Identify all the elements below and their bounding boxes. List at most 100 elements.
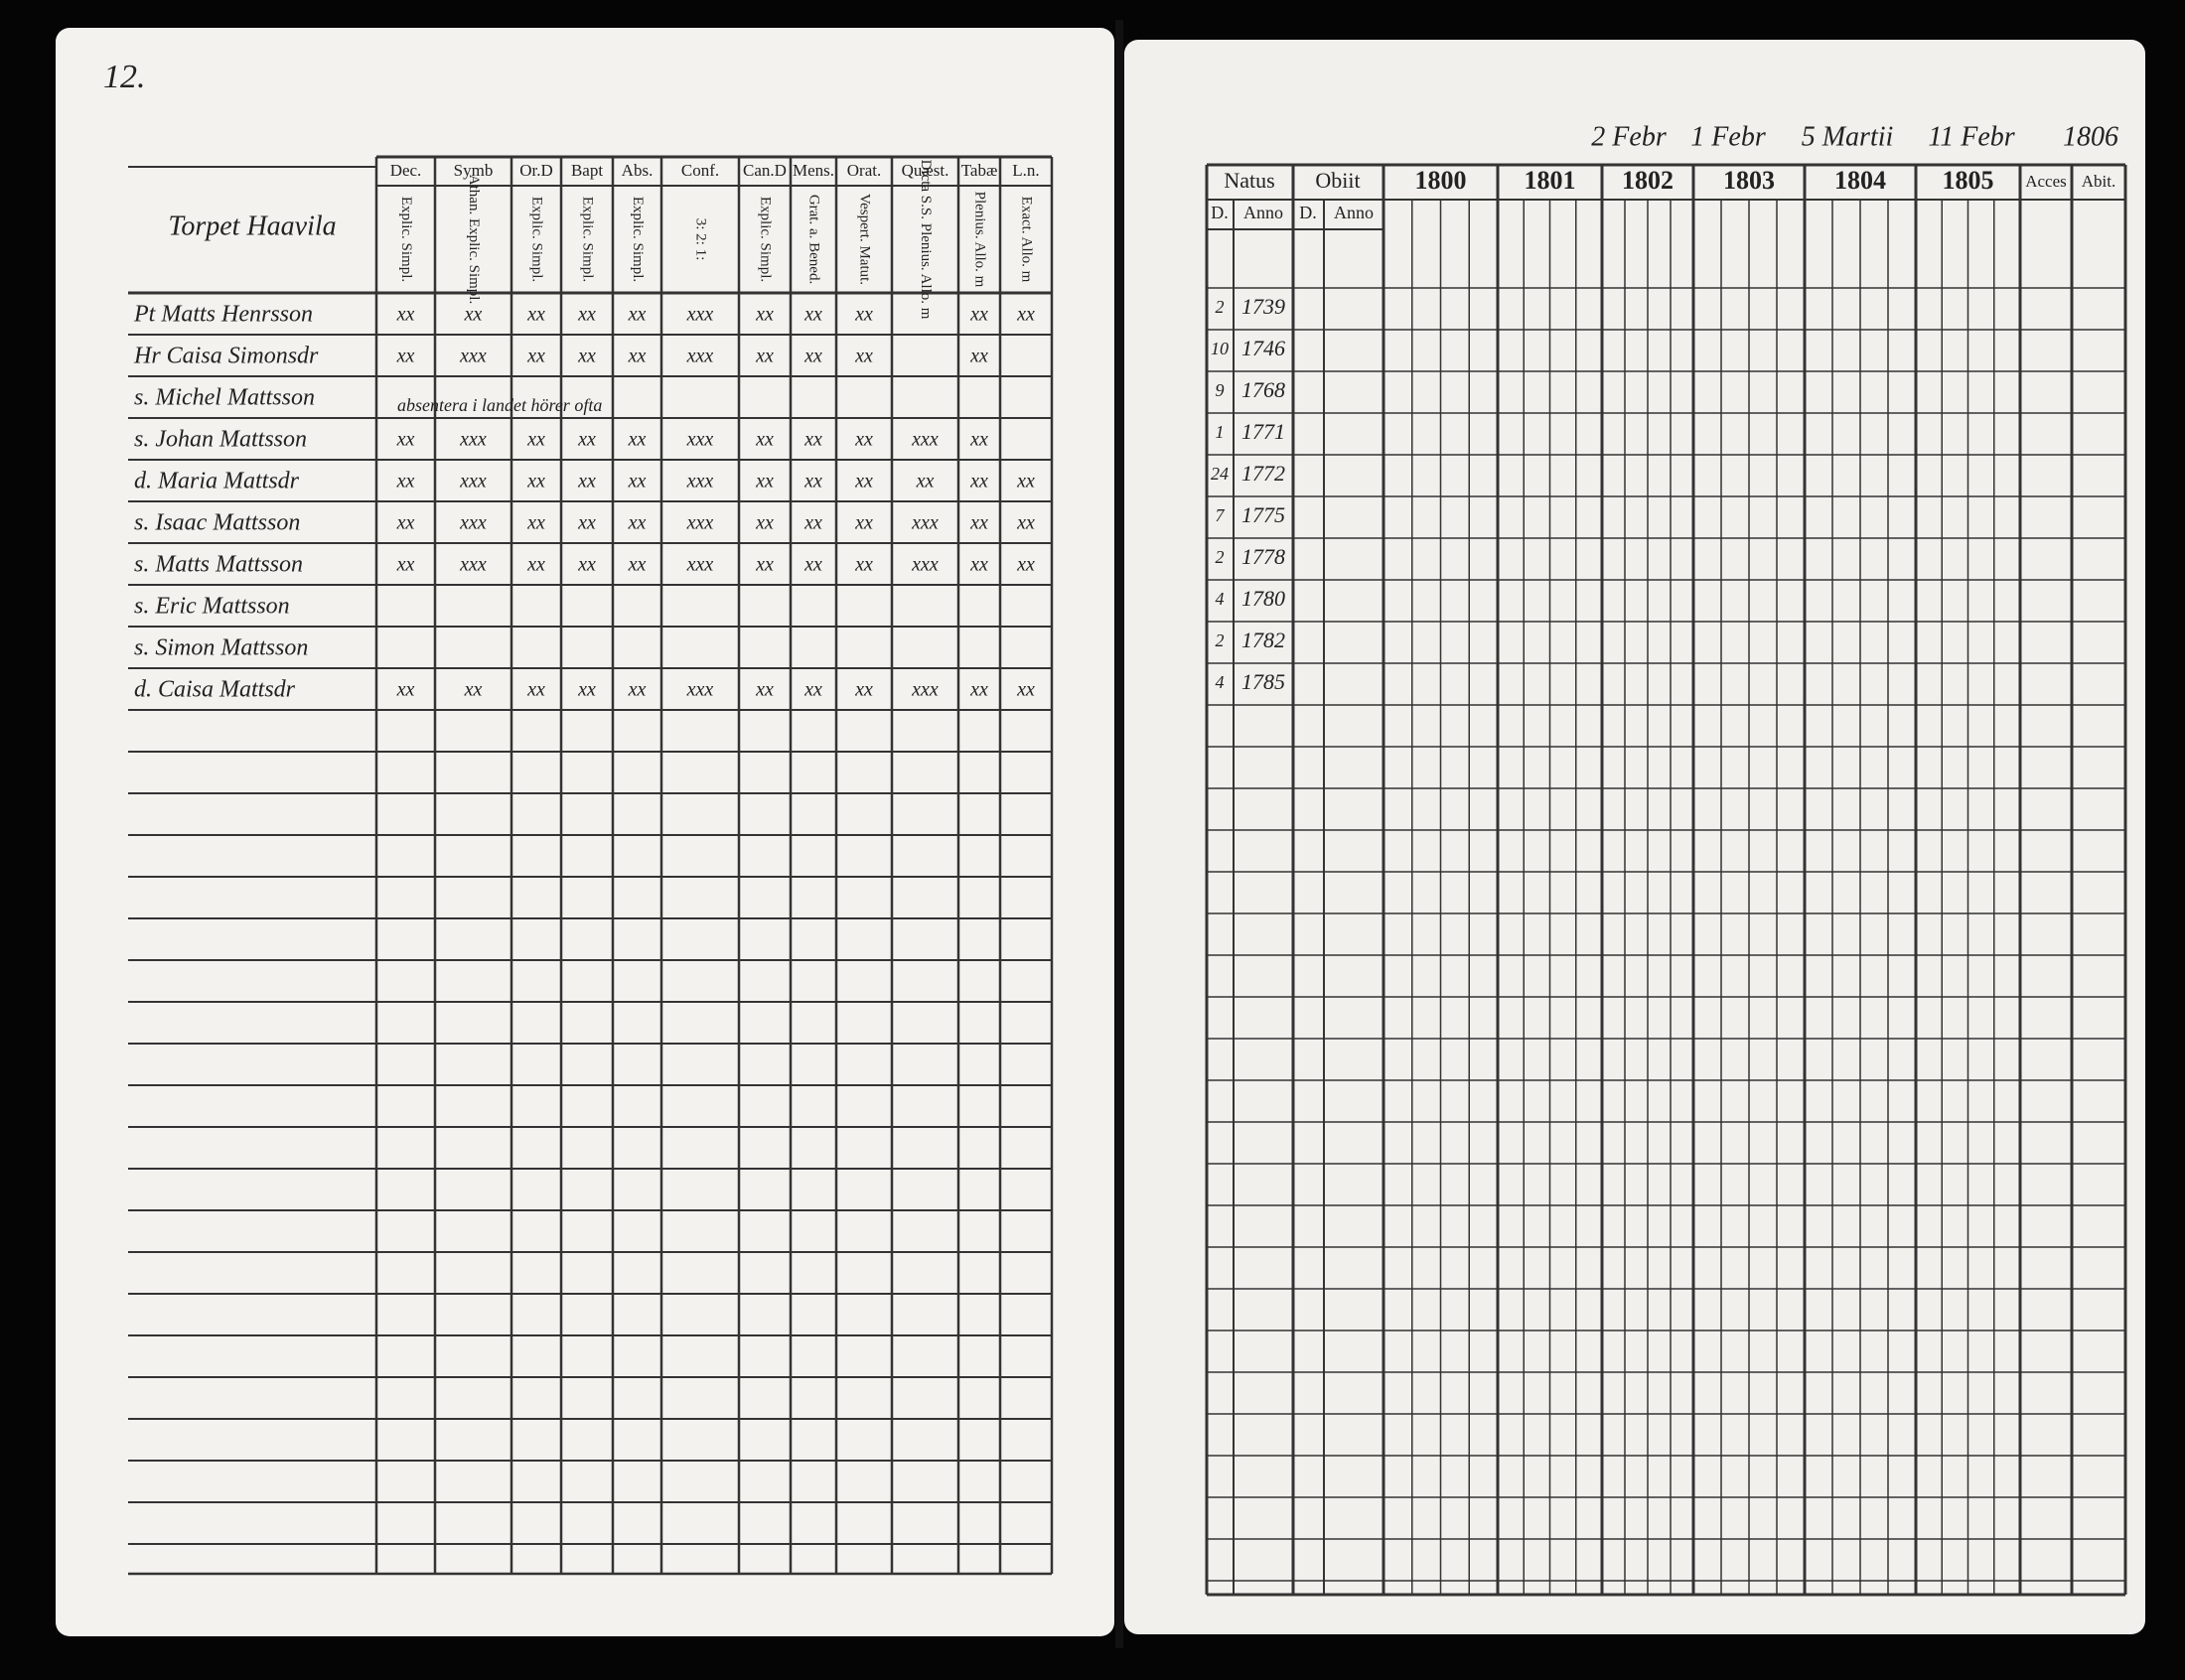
- cell-mark: xx: [755, 346, 774, 367]
- column-subheader: Explic. Simpl.: [580, 197, 596, 282]
- cell-mark: xxx: [911, 679, 939, 701]
- birth-year: 1785: [1241, 669, 1285, 694]
- year-header: 1805: [1943, 166, 1994, 195]
- column-header: Conf.: [681, 161, 719, 180]
- cell-mark: xx: [803, 304, 822, 326]
- column-subheader: Explic. Simpl.: [630, 197, 646, 282]
- cell-mark: xx: [854, 304, 873, 326]
- birth-day: 2: [1216, 297, 1225, 317]
- cell-mark: xx: [396, 679, 415, 701]
- cell-mark: xx: [577, 429, 596, 451]
- cell-mark: xx: [803, 471, 822, 492]
- cell-mark: xx: [803, 554, 822, 576]
- cell-mark: xx: [1016, 512, 1035, 534]
- birth-day: 24: [1211, 464, 1229, 484]
- cell-mark: xx: [755, 429, 774, 451]
- row-name: d. Caisa Mattsdr: [134, 677, 296, 703]
- header-date: 1806: [2063, 121, 2118, 152]
- cell-mark: xx: [803, 679, 822, 701]
- cell-mark: xx: [755, 554, 774, 576]
- cell-mark: xx: [628, 429, 647, 451]
- row-name: s. Eric Mattsson: [134, 594, 290, 620]
- cell-mark: xxx: [686, 679, 714, 701]
- row-name: Hr Caisa Simonsdr: [133, 344, 319, 369]
- column-header: Can.D: [743, 161, 787, 180]
- cell-mark: xx: [526, 304, 545, 326]
- cell-mark: xx: [755, 679, 774, 701]
- column-subheader: Plenius. Allo. m: [972, 192, 988, 288]
- cell-mark: xxx: [911, 554, 939, 576]
- cell-mark: xxx: [686, 304, 714, 326]
- page-number: 12.: [103, 59, 146, 95]
- anno-header: Anno: [1334, 203, 1374, 222]
- cell-mark: xxx: [686, 554, 714, 576]
- cell-mark: xx: [854, 554, 873, 576]
- cell-mark: xx: [396, 554, 415, 576]
- birth-day: 2: [1216, 630, 1225, 650]
- birth-day: 7: [1216, 505, 1226, 525]
- cell-mark: xx: [969, 429, 988, 451]
- row-name: s. Simon Mattsson: [134, 635, 308, 661]
- cell-mark: xxx: [686, 429, 714, 451]
- column-header: Tabæ: [961, 161, 998, 180]
- cell-mark: xx: [577, 346, 596, 367]
- left-page: [56, 28, 1114, 1636]
- cell-mark: xxx: [911, 429, 939, 451]
- cell-mark: xxx: [459, 512, 487, 534]
- column-subheader: Athan. Explic. Simpl.: [466, 175, 482, 304]
- column-subheader: Grat. a. Bened.: [806, 195, 822, 284]
- obiit-header: Obiit: [1315, 168, 1360, 193]
- cell-mark: xx: [577, 554, 596, 576]
- birth-day: 4: [1216, 672, 1225, 692]
- row-name: s. Isaac Mattsson: [134, 510, 300, 536]
- year-header: 1803: [1723, 166, 1775, 195]
- birth-day: 9: [1216, 380, 1225, 400]
- row-name: Pt Matts Henrsson: [133, 302, 313, 328]
- birth-day: 4: [1216, 589, 1225, 609]
- year-header: 1800: [1415, 166, 1467, 195]
- column-header: Or.D: [519, 161, 553, 180]
- cell-mark: xx: [464, 679, 483, 701]
- cell-mark: xx: [969, 346, 988, 367]
- cell-mark: xx: [969, 304, 988, 326]
- column-subheader: Dicta S.S. Plenius. Allo. m: [918, 160, 934, 320]
- cell-mark: xxx: [686, 512, 714, 534]
- cell-mark: xx: [526, 346, 545, 367]
- cell-mark: xx: [526, 512, 545, 534]
- column-subheader: Explic. Simpl.: [398, 197, 414, 282]
- anno-header: Anno: [1243, 203, 1283, 222]
- natus-header: Natus: [1224, 168, 1274, 193]
- column-header: Quæst.: [902, 161, 949, 180]
- birth-year: 1775: [1241, 502, 1285, 527]
- header-date: 1 Febr: [1690, 121, 1766, 152]
- birth-year: 1782: [1241, 628, 1285, 652]
- column-header: L.n.: [1012, 161, 1039, 180]
- row-note: absentera i landet hörer ofta: [397, 395, 602, 415]
- cell-mark: xx: [526, 429, 545, 451]
- cell-mark: xx: [803, 512, 822, 534]
- column-subheader: Explic. Simpl.: [529, 197, 545, 282]
- cell-mark: xx: [755, 304, 774, 326]
- cell-mark: xx: [628, 512, 647, 534]
- cell-mark: xxx: [459, 346, 487, 367]
- row-name: s. Johan Mattsson: [134, 427, 307, 453]
- cell-mark: xx: [854, 471, 873, 492]
- cell-mark: xx: [628, 304, 647, 326]
- row-name: s. Michel Mattsson: [134, 385, 315, 411]
- row-name: s. Matts Mattsson: [134, 552, 303, 578]
- right-page: [1124, 40, 2145, 1634]
- row-name: d. Maria Mattsdr: [134, 469, 300, 494]
- cell-mark: xx: [577, 512, 596, 534]
- cell-mark: xx: [396, 304, 415, 326]
- header-date: 5 Martii: [1802, 121, 1894, 152]
- birth-year: 1771: [1241, 419, 1285, 444]
- cell-mark: xx: [396, 512, 415, 534]
- cell-mark: xx: [1016, 304, 1035, 326]
- header-date: 11 Febr: [1928, 121, 2014, 152]
- cell-mark: xx: [628, 554, 647, 576]
- cell-mark: xx: [464, 304, 483, 326]
- day-header: D.: [1299, 203, 1317, 222]
- cell-mark: xxx: [459, 471, 487, 492]
- cell-mark: xx: [396, 471, 415, 492]
- column-header: Orat.: [847, 161, 881, 180]
